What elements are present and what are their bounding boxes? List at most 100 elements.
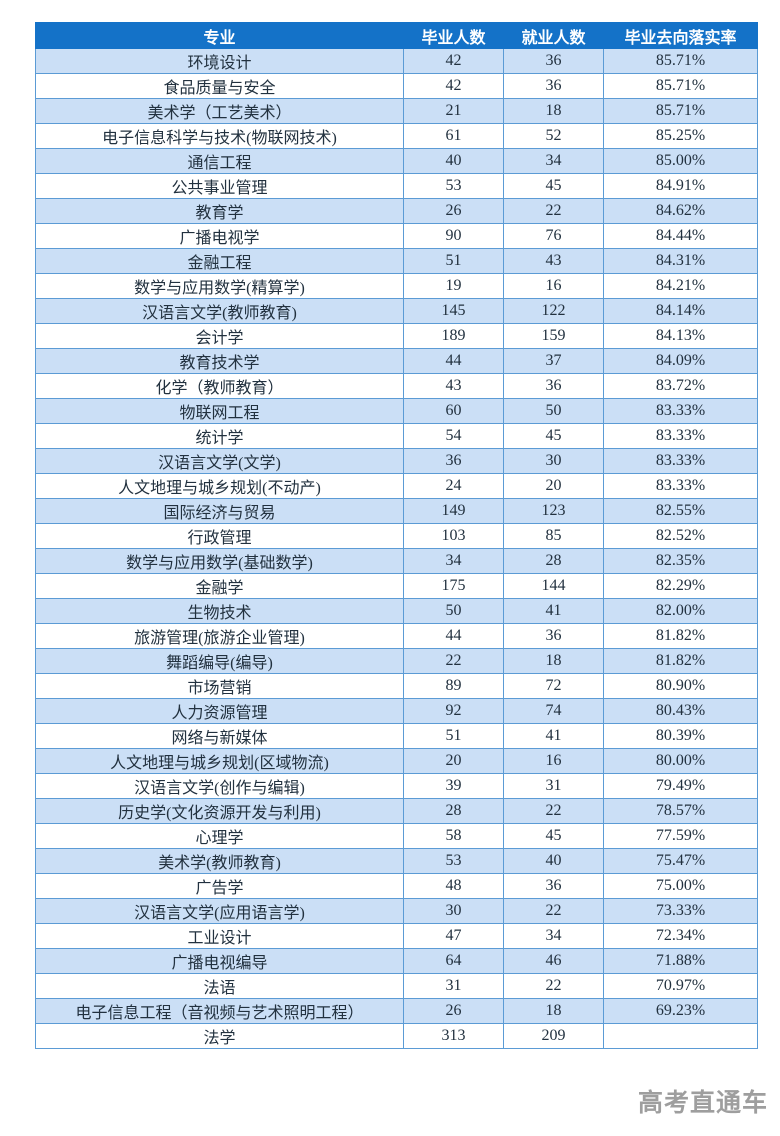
graduates-cell: 44 bbox=[403, 348, 504, 374]
table-row: 工业设计 47 34 72.34% bbox=[35, 923, 758, 949]
rate-cell: 85.00% bbox=[603, 148, 758, 174]
employed-cell: 36 bbox=[503, 623, 604, 649]
rate-cell: 85.71% bbox=[603, 48, 758, 74]
graduates-cell: 47 bbox=[403, 923, 504, 949]
employed-cell: 74 bbox=[503, 698, 604, 724]
table-row: 电子信息科学与技术(物联网技术) 61 52 85.25% bbox=[35, 123, 758, 149]
employed-cell: 36 bbox=[503, 373, 604, 399]
table-body: 环境设计 42 36 85.71% 食品质量与安全 42 36 85.71% 美… bbox=[35, 48, 758, 1049]
employed-cell: 22 bbox=[503, 198, 604, 224]
rate-cell: 83.33% bbox=[603, 448, 758, 474]
rate-cell bbox=[603, 1023, 758, 1049]
major-cell: 物联网工程 bbox=[35, 398, 404, 424]
major-cell: 会计学 bbox=[35, 323, 404, 349]
employed-cell: 31 bbox=[503, 773, 604, 799]
graduates-cell: 90 bbox=[403, 223, 504, 249]
rate-cell: 84.91% bbox=[603, 173, 758, 199]
employed-cell: 37 bbox=[503, 348, 604, 374]
graduates-cell: 149 bbox=[403, 498, 504, 524]
graduates-cell: 60 bbox=[403, 398, 504, 424]
rate-cell: 79.49% bbox=[603, 773, 758, 799]
major-cell: 汉语言文学(创作与编辑) bbox=[35, 773, 404, 799]
table-row: 教育学 26 22 84.62% bbox=[35, 198, 758, 224]
table-row: 化学（教师教育） 43 36 83.72% bbox=[35, 373, 758, 399]
major-cell: 市场营销 bbox=[35, 673, 404, 699]
major-cell: 统计学 bbox=[35, 423, 404, 449]
rate-cell: 84.31% bbox=[603, 248, 758, 274]
table-row: 人力资源管理 92 74 80.43% bbox=[35, 698, 758, 724]
table-row: 美术学(教师教育) 53 40 75.47% bbox=[35, 848, 758, 874]
employed-cell: 34 bbox=[503, 923, 604, 949]
employment-table-container: 专业 毕业人数 就业人数 毕业去向落实率 环境设计 42 36 85.71% bbox=[35, 22, 758, 1049]
rate-cell: 84.13% bbox=[603, 323, 758, 349]
employed-cell: 40 bbox=[503, 848, 604, 874]
employed-cell: 144 bbox=[503, 573, 604, 599]
rate-cell: 82.29% bbox=[603, 573, 758, 599]
table-row: 统计学 54 45 83.33% bbox=[35, 423, 758, 449]
employed-cell: 34 bbox=[503, 148, 604, 174]
table-row: 公共事业管理 53 45 84.91% bbox=[35, 173, 758, 199]
major-cell: 电子信息科学与技术(物联网技术) bbox=[35, 123, 404, 149]
table-header: 专业 毕业人数 就业人数 毕业去向落实率 bbox=[35, 22, 758, 49]
major-cell: 人文地理与城乡规划(不动产) bbox=[35, 473, 404, 499]
graduates-cell: 61 bbox=[403, 123, 504, 149]
graduates-cell: 145 bbox=[403, 298, 504, 324]
employed-cell: 22 bbox=[503, 973, 604, 999]
employed-cell: 45 bbox=[503, 423, 604, 449]
rate-cell: 82.00% bbox=[603, 598, 758, 624]
employed-cell: 209 bbox=[503, 1023, 604, 1049]
rate-cell: 84.21% bbox=[603, 273, 758, 299]
major-cell: 食品质量与安全 bbox=[35, 73, 404, 99]
table-row: 汉语言文学(文学) 36 30 83.33% bbox=[35, 448, 758, 474]
major-cell: 电子信息工程（音视频与艺术照明工程） bbox=[35, 998, 404, 1024]
rate-cell: 77.59% bbox=[603, 823, 758, 849]
table-header-row: 专业 毕业人数 就业人数 毕业去向落实率 bbox=[35, 22, 758, 49]
rate-cell: 73.33% bbox=[603, 898, 758, 924]
employed-cell: 28 bbox=[503, 548, 604, 574]
table-row: 美术学（工艺美术） 21 18 85.71% bbox=[35, 98, 758, 124]
rate-cell: 72.34% bbox=[603, 923, 758, 949]
rate-cell: 85.71% bbox=[603, 73, 758, 99]
employed-cell: 45 bbox=[503, 173, 604, 199]
major-cell: 历史学(文化资源开发与利用) bbox=[35, 798, 404, 824]
table-row: 汉语言文学(创作与编辑) 39 31 79.49% bbox=[35, 773, 758, 799]
column-header: 专业 bbox=[35, 22, 404, 49]
employed-cell: 18 bbox=[503, 648, 604, 674]
graduates-cell: 51 bbox=[403, 248, 504, 274]
graduates-cell: 39 bbox=[403, 773, 504, 799]
graduates-cell: 40 bbox=[403, 148, 504, 174]
graduates-cell: 26 bbox=[403, 198, 504, 224]
major-cell: 公共事业管理 bbox=[35, 173, 404, 199]
rate-cell: 70.97% bbox=[603, 973, 758, 999]
major-cell: 数学与应用数学(基础数学) bbox=[35, 548, 404, 574]
rate-cell: 84.62% bbox=[603, 198, 758, 224]
graduates-cell: 175 bbox=[403, 573, 504, 599]
rate-cell: 83.33% bbox=[603, 473, 758, 499]
graduates-cell: 89 bbox=[403, 673, 504, 699]
major-cell: 化学（教师教育） bbox=[35, 373, 404, 399]
major-cell: 汉语言文学(应用语言学) bbox=[35, 898, 404, 924]
employed-cell: 46 bbox=[503, 948, 604, 974]
table-row: 食品质量与安全 42 36 85.71% bbox=[35, 73, 758, 99]
major-cell: 人力资源管理 bbox=[35, 698, 404, 724]
table-row: 物联网工程 60 50 83.33% bbox=[35, 398, 758, 424]
employed-cell: 41 bbox=[503, 598, 604, 624]
graduates-cell: 22 bbox=[403, 648, 504, 674]
rate-cell: 71.88% bbox=[603, 948, 758, 974]
rate-cell: 80.43% bbox=[603, 698, 758, 724]
major-cell: 心理学 bbox=[35, 823, 404, 849]
major-cell: 生物技术 bbox=[35, 598, 404, 624]
rate-cell: 83.33% bbox=[603, 423, 758, 449]
table-row: 电子信息工程（音视频与艺术照明工程） 26 18 69.23% bbox=[35, 998, 758, 1024]
table-row: 生物技术 50 41 82.00% bbox=[35, 598, 758, 624]
employed-cell: 43 bbox=[503, 248, 604, 274]
major-cell: 教育技术学 bbox=[35, 348, 404, 374]
table-row: 通信工程 40 34 85.00% bbox=[35, 148, 758, 174]
graduates-cell: 42 bbox=[403, 73, 504, 99]
table-row: 舞蹈编导(编导) 22 18 81.82% bbox=[35, 648, 758, 674]
rate-cell: 78.57% bbox=[603, 798, 758, 824]
table-row: 金融学 175 144 82.29% bbox=[35, 573, 758, 599]
employed-cell: 72 bbox=[503, 673, 604, 699]
major-cell: 广告学 bbox=[35, 873, 404, 899]
rate-cell: 81.82% bbox=[603, 648, 758, 674]
